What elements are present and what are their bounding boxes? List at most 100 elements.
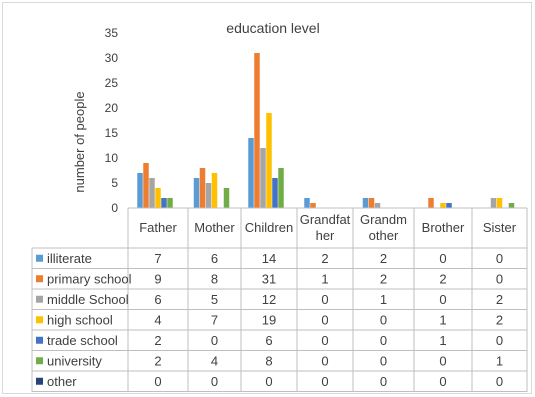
data-value: 31 (262, 271, 276, 286)
bar (278, 168, 284, 208)
data-value: 2 (380, 251, 387, 266)
data-value: 2 (154, 333, 161, 348)
data-value: 6 (154, 292, 161, 307)
bar (428, 198, 434, 208)
bar (362, 198, 369, 208)
y-tick-label: 20 (105, 101, 119, 115)
data-value: 0 (211, 333, 218, 348)
data-value: 0 (321, 333, 328, 348)
data-value: 0 (380, 333, 387, 348)
data-value: 0 (496, 271, 503, 286)
bar (211, 173, 218, 208)
data-value: 0 (439, 374, 446, 389)
data-value: 0 (321, 374, 328, 389)
legend-key (36, 336, 43, 344)
y-tick-label: 25 (105, 76, 119, 90)
series-name: university (47, 353, 102, 368)
y-tick-label: 15 (105, 126, 119, 140)
bar (149, 178, 155, 208)
bar (310, 203, 316, 208)
bar (161, 198, 167, 208)
x-category-label: Sister (483, 220, 517, 235)
data-value: 0 (439, 292, 446, 307)
x-category-label: Grandm (360, 212, 407, 227)
series-name: other (47, 374, 77, 389)
data-value: 0 (321, 292, 328, 307)
data-value: 2 (496, 292, 503, 307)
data-value: 6 (265, 333, 272, 348)
bar (193, 178, 200, 208)
legend-key (36, 316, 43, 324)
bar (266, 113, 272, 208)
data-value: 14 (262, 251, 276, 266)
data-value: 0 (439, 251, 446, 266)
series-name: trade school (47, 333, 118, 348)
legend-key (36, 377, 43, 385)
data-value: 7 (154, 251, 161, 266)
x-category-label: Brother (422, 220, 465, 235)
data-value: 0 (211, 374, 218, 389)
data-value: 0 (321, 353, 328, 368)
data-value: 2 (439, 271, 446, 286)
bar (254, 53, 260, 208)
y-tick-labels: 0 5 10 15 20 25 30 35 (105, 26, 119, 215)
data-value: 6 (211, 251, 218, 266)
data-value: 2 (154, 353, 161, 368)
x-category-label: Father (139, 220, 177, 235)
bar (155, 188, 161, 208)
data-value: 0 (154, 374, 161, 389)
data-value: 2 (380, 271, 387, 286)
data-value: 0 (380, 353, 387, 368)
data-value: 0 (496, 374, 503, 389)
y-tick-label: 10 (105, 151, 119, 165)
series-name: illiterate (47, 251, 92, 266)
y-tick-label: 35 (105, 26, 119, 40)
data-value: 12 (262, 292, 276, 307)
bar (490, 198, 497, 208)
y-axis-label: number of people (72, 91, 87, 192)
bar (440, 203, 446, 208)
legend-key (36, 275, 43, 283)
bar (496, 198, 503, 208)
series-name: high school (47, 312, 113, 327)
bar (143, 163, 149, 208)
chart-title: education level (226, 20, 319, 36)
bar (304, 198, 310, 208)
data-value: 0 (496, 333, 503, 348)
data-value: 0 (321, 312, 328, 327)
data-value: 7 (211, 312, 218, 327)
y-tick-label: 0 (111, 201, 118, 215)
bar (446, 203, 452, 208)
data-value: 1 (380, 292, 387, 307)
bars (137, 53, 515, 208)
bar (508, 203, 515, 208)
x-category-label: Mother (194, 220, 235, 235)
data-value: 8 (265, 353, 272, 368)
data-value: 8 (211, 271, 218, 286)
data-value: 0 (380, 374, 387, 389)
bar (199, 168, 206, 208)
series-name: middle School (47, 292, 129, 307)
legend-key (36, 357, 43, 365)
data-value: 0 (439, 353, 446, 368)
data-value: 1 (439, 312, 446, 327)
bar (223, 188, 230, 208)
legend-key (36, 254, 43, 262)
bar (248, 138, 254, 208)
legend-key (36, 295, 43, 303)
data-value: 0 (380, 312, 387, 327)
x-category-label: her (316, 228, 335, 243)
data-value: 5 (211, 292, 218, 307)
data-value: 2 (496, 312, 503, 327)
bar (374, 203, 381, 208)
data-value: 1 (439, 333, 446, 348)
data-value: 9 (154, 271, 161, 286)
data-value: 0 (265, 374, 272, 389)
bar (205, 183, 212, 208)
x-category-label: other (369, 228, 399, 243)
data-value: 1 (496, 353, 503, 368)
bar (272, 178, 278, 208)
bar (368, 198, 375, 208)
y-tick-label: 5 (111, 176, 118, 190)
